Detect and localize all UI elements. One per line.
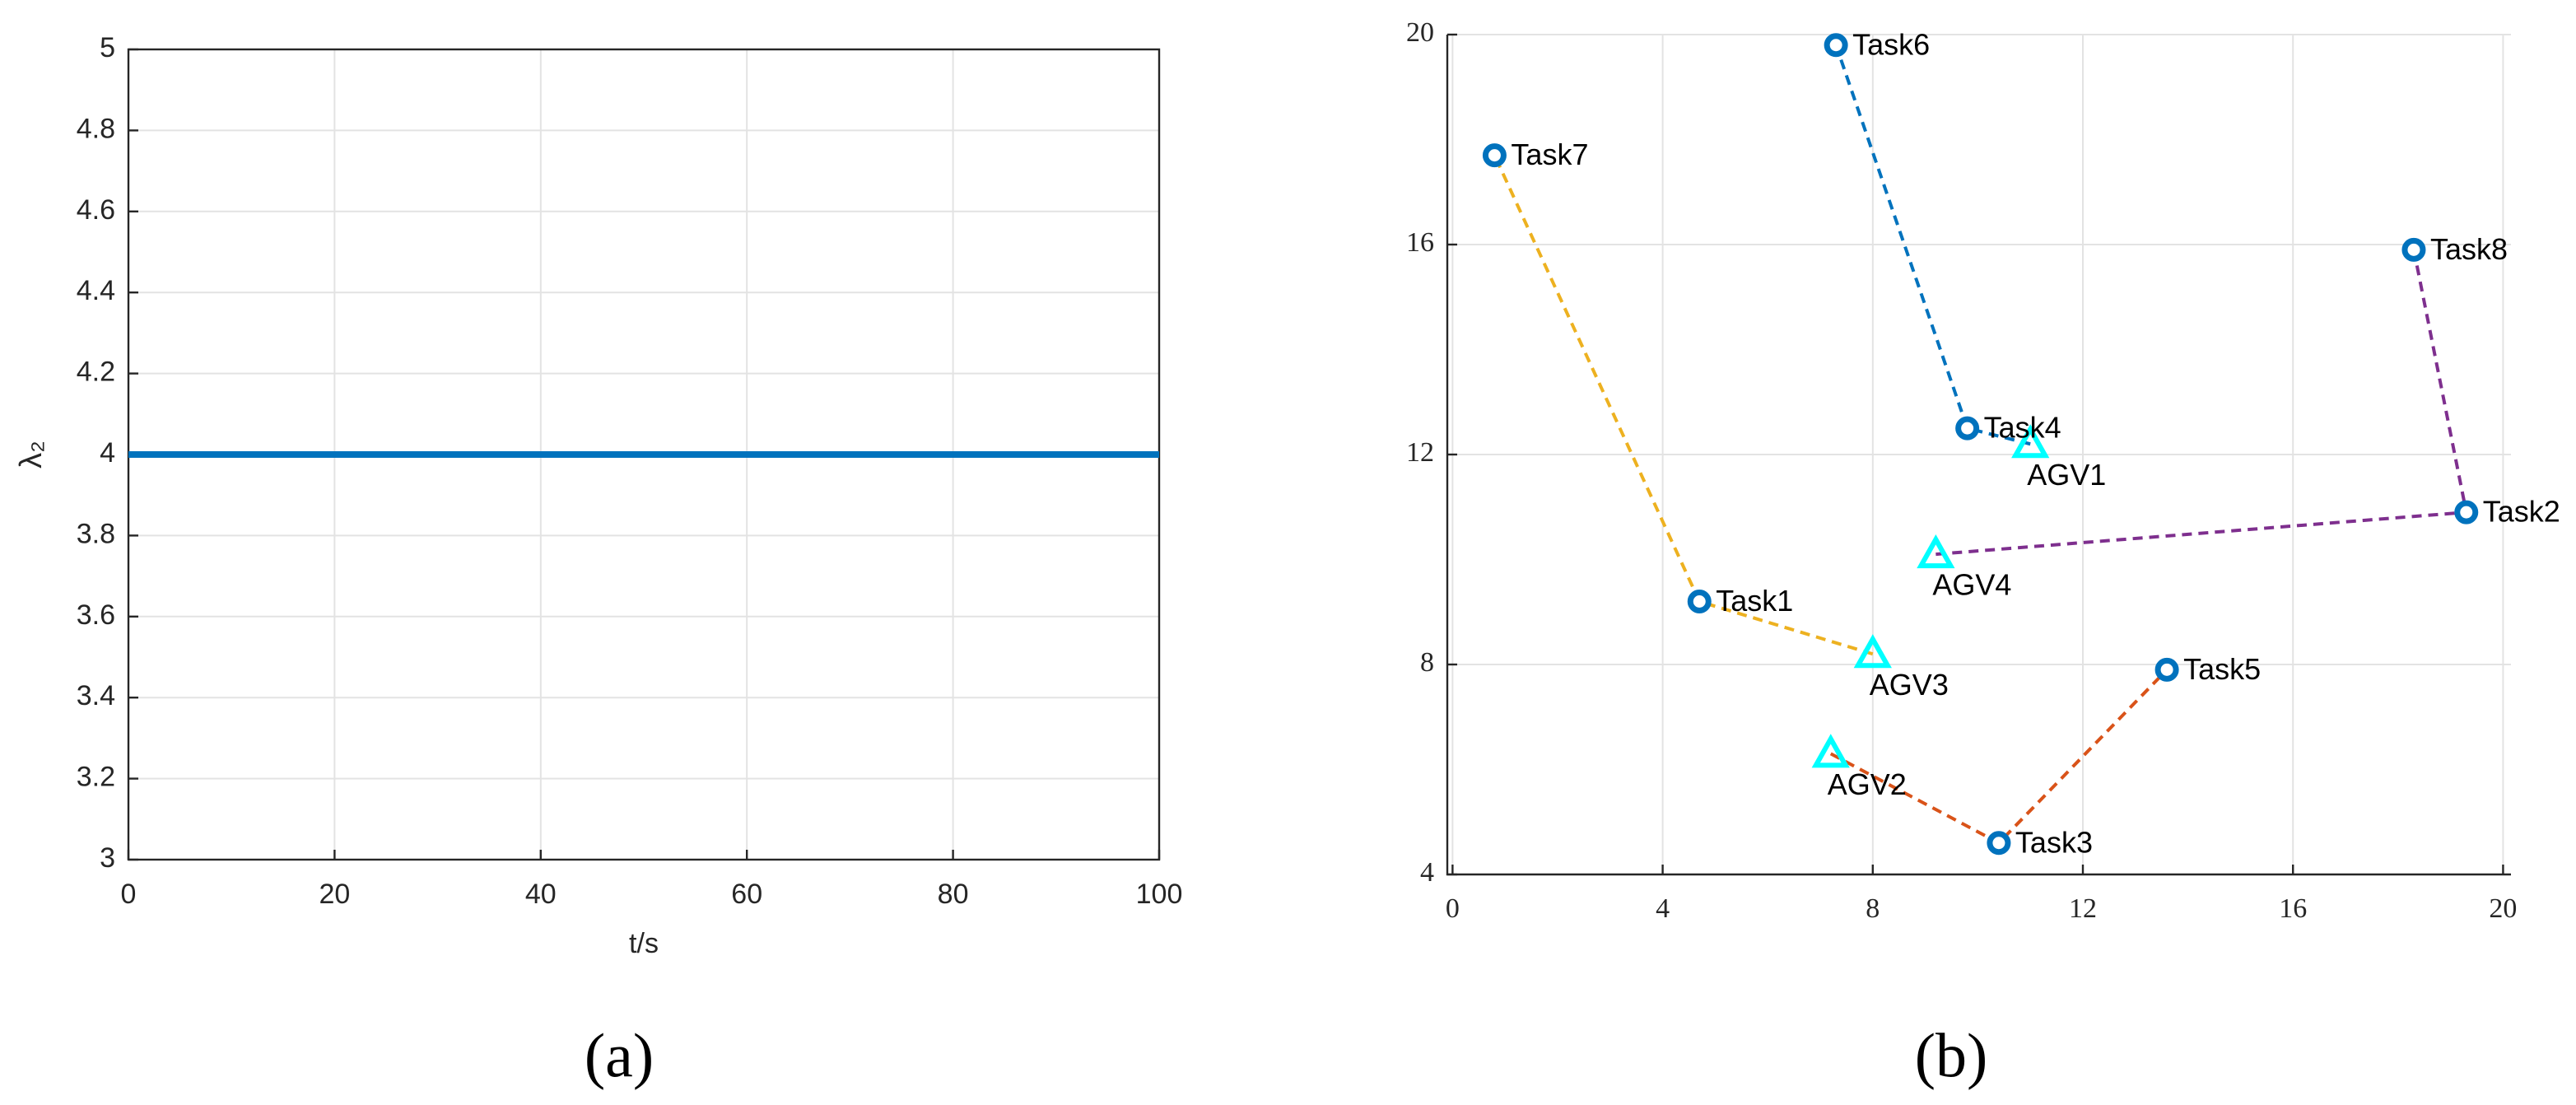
y-tick-label: 20 [1406,17,1434,48]
agv-label: AGV4 [1932,568,2011,602]
y-tick-label: 4 [1420,857,1434,888]
x-axis-label: t/s [629,928,659,959]
agv-label: AGV2 [1828,767,1907,801]
y-tick-label: 12 [1406,437,1434,468]
task-label: Task5 [2183,652,2261,686]
task-label: Task7 [1511,138,1588,171]
y-tick-label: 3.4 [77,680,115,711]
y-tick-label: 4.4 [77,275,115,306]
route-line [1493,154,1874,656]
x-tick-label: 60 [731,879,762,910]
x-tick-label: 0 [121,879,137,910]
task-marker [2454,500,2479,525]
agv-marker [1811,734,1850,768]
task-label: Task4 [1984,411,2061,445]
task-label: Task8 [2430,232,2508,266]
y-tick-label: 3.6 [77,599,115,631]
task-marker [1955,416,1980,441]
y-tick-label: 3.8 [77,518,115,549]
y-tick-label: 5 [100,32,115,63]
task-marker [1987,831,2011,856]
y-tick-label: 16 [1406,227,1434,258]
x-tick-label: 16 [2279,893,2307,924]
x-tick-label: 20 [2489,893,2517,924]
caption: (a) [585,1021,654,1090]
x-tick-label: 20 [319,879,350,910]
y-tick-label: 4 [100,437,115,469]
agv-label: AGV1 [2027,458,2106,492]
x-tick-label: 100 [1136,879,1183,910]
x-tick-label: 8 [1866,893,1880,924]
y-tick-label: 3 [100,842,115,874]
agv-marker [1853,634,1892,669]
x-tick-label: 4 [1656,893,1670,924]
x-tick-label: 40 [525,879,557,910]
x-tick-label: 12 [2069,893,2097,924]
task-marker [2401,237,2426,262]
route-line [1834,44,2031,446]
y-tick-label: 4.2 [77,357,115,388]
agv-marker [2011,424,2050,459]
y-tick-label: 8 [1420,647,1434,678]
axes [1446,35,2511,876]
y-axis-label: λ₂ [14,441,49,469]
task-marker [1687,590,1712,613]
y-tick-label: 4.6 [77,194,115,226]
route-line [1935,249,2469,557]
x-tick-label: 0 [1446,893,1460,924]
task-label: Task2 [2483,495,2560,529]
y-tick-label: 3.2 [77,762,115,793]
task-label: Task1 [1716,584,1793,618]
task-marker [1482,143,1507,168]
task-label: Task6 [1852,27,1930,61]
task-label: Task3 [2015,825,2093,859]
agv-label: AGV3 [1870,668,1949,702]
task-marker [1824,33,1848,58]
y-tick-label: 4.8 [77,113,115,144]
caption: (b) [1915,1021,1988,1090]
agv-marker [1917,534,1955,569]
task-marker [2154,657,2179,682]
x-tick-label: 80 [938,879,969,910]
